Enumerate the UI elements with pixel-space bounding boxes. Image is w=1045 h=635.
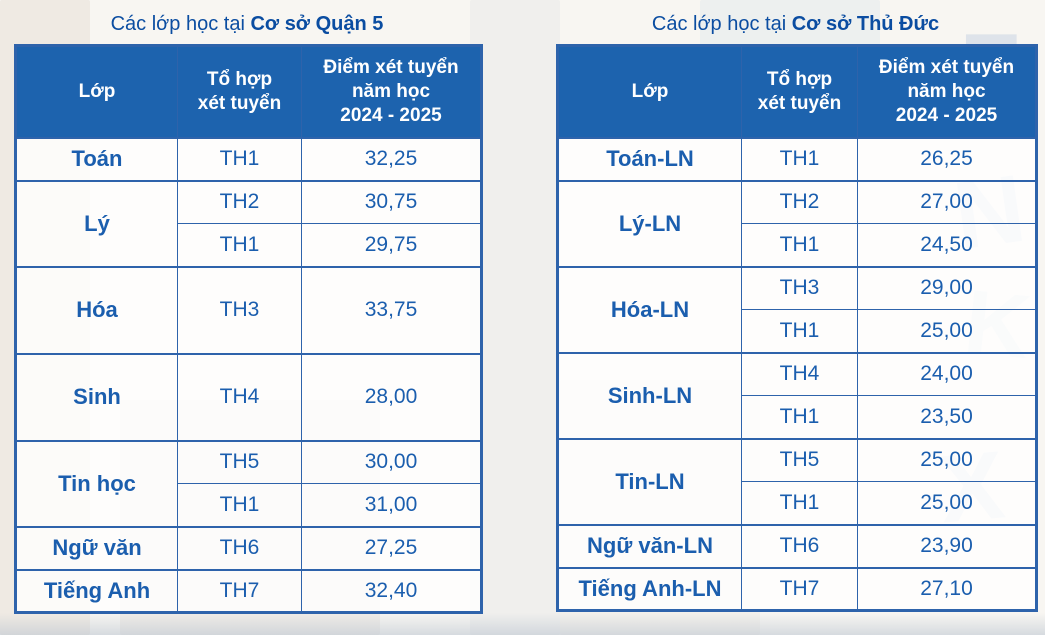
score-cell: 24,00 — [857, 351, 1037, 396]
combo-cell: TH1 — [177, 136, 302, 181]
table-row: Hóa TH3 33,75 — [15, 265, 482, 354]
score-cell: 33,75 — [301, 265, 482, 354]
combo-cell: TH3 — [741, 265, 858, 310]
class-cell: Ngữ văn-LN — [557, 523, 742, 568]
combo-cell: TH1 — [741, 309, 858, 353]
score-cell: 23,50 — [857, 395, 1037, 439]
table-row: TH1 29,75 — [16, 223, 482, 267]
table-row: Hóa-LN TH3 29,00 — [557, 265, 1037, 353]
score-cell: 27,00 — [857, 179, 1037, 224]
title-campus-name: Cơ sở Quận 5 — [250, 13, 384, 35]
score-cell: 27,25 — [301, 525, 482, 570]
class-cell: Tin-LN — [557, 437, 742, 525]
combo-cell: TH5 — [177, 439, 302, 484]
class-cell: Lý-LN — [557, 179, 742, 267]
table-row: Tiếng Anh-LN TH7 27,10 — [557, 566, 1037, 611]
score-cell: 29,75 — [301, 223, 482, 267]
score-cell: 27,10 — [857, 566, 1037, 611]
score-cell: 25,00 — [857, 437, 1037, 482]
score-cell: 25,00 — [857, 309, 1037, 353]
table-row: TH1 25,00 — [558, 309, 1037, 353]
header-combo: Tổ hợp xét tuyển — [741, 45, 858, 138]
combo-cell: TH1 — [177, 223, 302, 267]
class-cell: Hóa — [15, 265, 178, 354]
combo-cell: TH4 — [741, 351, 858, 396]
header-class: Lớp — [557, 45, 742, 138]
class-cell: Toán — [15, 136, 178, 181]
combo-cell: TH1 — [741, 481, 858, 525]
class-cell: Toán-LN — [557, 136, 742, 181]
table-row: Tin-LN TH5 25,00 — [557, 437, 1037, 525]
table-row: Ngữ văn-LN TH6 23,90 — [557, 523, 1037, 568]
class-cell: Tin học — [15, 439, 178, 527]
class-cell: Ngữ văn — [15, 525, 178, 570]
table-header-row: Lớp Tổ hợp xét tuyển Điểm xét tuyển năm … — [15, 45, 482, 138]
class-cell: Sinh-LN — [557, 351, 742, 439]
quan5-score-table: Lớp Tổ hợp xét tuyển Điểm xét tuyển năm … — [14, 44, 483, 614]
class-cell: Lý — [15, 179, 178, 267]
class-cell: Hóa-LN — [557, 265, 742, 353]
combo-cell: TH7 — [741, 566, 858, 611]
table-row: Tin học TH5 30,00 — [15, 439, 482, 527]
header-score: Điểm xét tuyển năm học 2024 - 2025 — [857, 45, 1037, 138]
combo-cell: TH6 — [177, 525, 302, 570]
thuduc-score-table: Lớp Tổ hợp xét tuyển Điểm xét tuyển năm … — [556, 44, 1038, 612]
table-row: Lý-LN TH2 27,00 — [557, 179, 1037, 267]
score-cell: 32,40 — [301, 568, 482, 613]
header-combo: Tổ hợp xét tuyển — [177, 45, 302, 138]
score-cell: 31,00 — [301, 483, 482, 527]
table-row: TH1 31,00 — [16, 483, 482, 527]
combo-cell: TH1 — [177, 483, 302, 527]
header-score: Điểm xét tuyển năm học 2024 - 2025 — [301, 45, 482, 138]
combo-cell: TH5 — [741, 437, 858, 482]
table-row: Toán TH1 32,25 — [15, 136, 482, 181]
class-cell: Sinh — [15, 352, 178, 441]
score-cell: 28,00 — [301, 352, 482, 441]
combo-cell: TH1 — [741, 395, 858, 439]
table-row: TH1 25,00 — [558, 481, 1037, 525]
campus-quan5-title: Các lớp học tại Cơ sở Quận 5 — [14, 10, 480, 44]
title-prefix: Các lớp học tại — [651, 13, 787, 35]
score-cell: 25,00 — [857, 481, 1037, 525]
campus-thuduc-title: Các lớp học tại Cơ sở Thủ Đức — [556, 10, 1035, 44]
class-cell: Tiếng Anh — [15, 568, 178, 613]
title-campus-name: Cơ sở Thủ Đức — [791, 13, 940, 35]
title-prefix: Các lớp học tại — [110, 13, 245, 35]
score-cell: 26,25 — [857, 136, 1037, 181]
combo-cell: TH6 — [741, 523, 858, 568]
table-row: Sinh TH4 28,00 — [15, 352, 482, 441]
combo-cell: TH4 — [177, 352, 302, 441]
campus-thuduc-section: Các lớp học tại Cơ sở Thủ Đức Lớp Tổ hợp… — [556, 10, 1038, 612]
score-cell: 29,00 — [857, 265, 1037, 310]
combo-cell: TH1 — [741, 136, 858, 181]
score-cell: 23,90 — [857, 523, 1037, 568]
background-bottom-band — [0, 613, 1045, 635]
score-cell: 30,00 — [301, 439, 482, 484]
combo-cell: TH2 — [741, 179, 858, 224]
table-row: Ngữ văn TH6 27,25 — [15, 525, 482, 570]
table-row: Lý TH2 30,75 — [15, 179, 482, 267]
combo-cell: TH3 — [177, 265, 302, 354]
table-row: Sinh-LN TH4 24,00 — [557, 351, 1037, 439]
campus-quan5-section: Các lớp học tại Cơ sở Quận 5 Lớp Tổ hợp … — [14, 10, 483, 614]
header-class: Lớp — [15, 45, 178, 138]
table-row: Toán-LN TH1 26,25 — [557, 136, 1037, 181]
combo-cell: TH2 — [177, 179, 302, 224]
combo-cell: TH1 — [741, 223, 858, 267]
score-cell: 30,75 — [301, 179, 482, 224]
background-texture — [470, 0, 560, 635]
table-row: Tiếng Anh TH7 32,40 — [15, 568, 482, 613]
score-cell: 32,25 — [301, 136, 482, 181]
class-cell: Tiếng Anh-LN — [557, 566, 742, 611]
combo-cell: TH7 — [177, 568, 302, 613]
table-header-row: Lớp Tổ hợp xét tuyển Điểm xét tuyển năm … — [557, 45, 1037, 138]
score-cell: 24,50 — [857, 223, 1037, 267]
